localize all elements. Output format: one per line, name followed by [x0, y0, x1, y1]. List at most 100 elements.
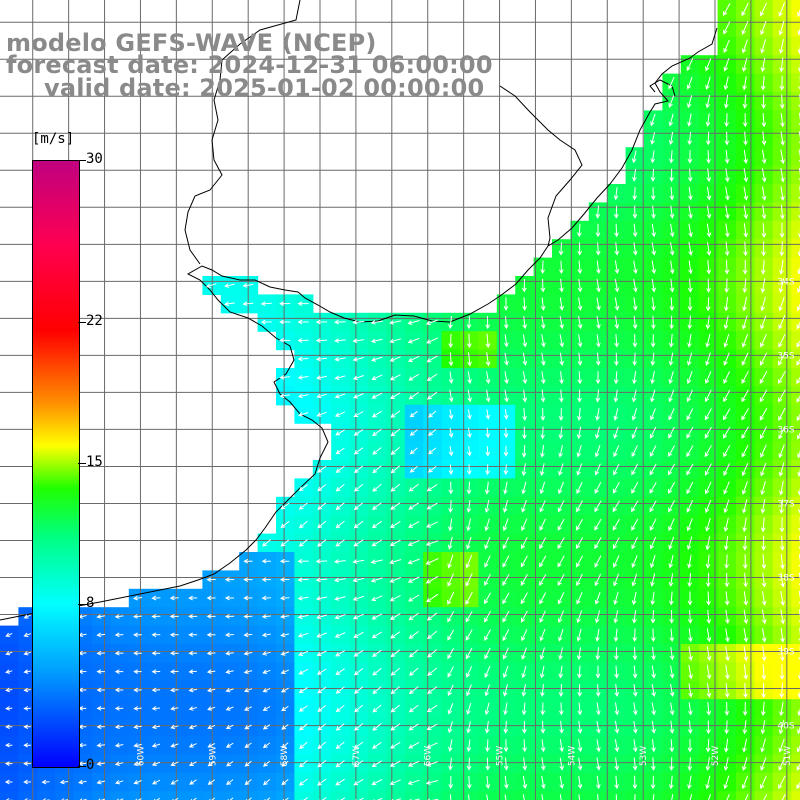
wind-arrow — [669, 168, 674, 182]
wind-arrow — [760, 296, 766, 312]
wind-arrow — [467, 427, 472, 439]
wind-arrow — [169, 632, 179, 638]
wind-arrow — [558, 647, 563, 661]
wind-arrow — [724, 113, 730, 128]
wind-arrow — [706, 720, 711, 735]
wind-arrow — [595, 408, 600, 421]
wind-arrow — [595, 628, 600, 642]
wind-arrow — [686, 463, 694, 476]
wind-arrow — [448, 371, 454, 384]
wind-arrow — [371, 779, 383, 786]
wind-arrow — [261, 558, 271, 564]
wind-arrow — [298, 760, 308, 768]
wind-arrow — [669, 186, 675, 201]
wind-arrow — [741, 371, 749, 384]
wind-speed-cell — [791, 644, 800, 663]
wind-arrow — [135, 798, 142, 800]
wind-arrow — [761, 149, 767, 165]
wind-arrow — [316, 375, 327, 380]
wind-arrow — [725, 664, 730, 680]
wind-arrow — [315, 319, 328, 325]
wind-arrow — [206, 632, 216, 638]
wind-arrow — [687, 150, 693, 164]
wind-arrow — [742, 296, 747, 312]
wind-arrow — [760, 259, 766, 275]
wind-arrow — [503, 702, 508, 716]
wind-speed-cell — [791, 478, 800, 498]
wind-arrow — [541, 334, 546, 348]
wind-arrow — [577, 352, 583, 366]
wind-arrow — [576, 592, 583, 605]
wind-arrow — [705, 738, 711, 753]
wind-arrow — [577, 408, 582, 421]
wind-arrow — [687, 775, 692, 790]
wind-arrow — [633, 260, 638, 275]
wind-arrow — [334, 375, 346, 380]
colorbar-tick-mark — [78, 160, 86, 161]
wind-speed-cell — [791, 423, 800, 443]
wind-speed-cell — [791, 791, 800, 800]
wind-arrow — [335, 741, 345, 750]
wind-arrow — [760, 444, 767, 458]
wind-arrow — [447, 721, 453, 734]
wind-arrow — [779, 241, 785, 257]
wind-arrow — [281, 760, 289, 767]
colorbar-tick-label: 30 — [86, 151, 103, 167]
wind-arrow — [540, 426, 546, 440]
wind-arrow — [557, 518, 565, 531]
wind-arrow — [189, 779, 197, 785]
wind-arrow — [576, 426, 582, 440]
wind-arrow — [206, 650, 216, 656]
wind-speed-cell — [791, 754, 800, 774]
wind-arrow — [485, 389, 491, 403]
wind-arrow — [594, 555, 602, 568]
wind-arrow — [504, 352, 509, 366]
wind-arrow — [723, 389, 731, 403]
wind-arrow — [761, 223, 767, 238]
wind-arrow — [706, 609, 712, 624]
wind-arrow — [723, 39, 730, 54]
wind-arrow — [389, 779, 401, 786]
wind-arrow — [686, 371, 693, 385]
wind-arrow — [521, 500, 527, 513]
wind-arrow — [466, 333, 472, 349]
wind-arrow — [668, 76, 675, 90]
wind-arrow — [23, 650, 31, 656]
wind-arrow — [725, 646, 730, 662]
wind-arrow — [594, 518, 602, 531]
wind-arrow — [5, 724, 13, 730]
wind-arrow — [521, 463, 527, 477]
wind-arrow — [334, 356, 346, 362]
wind-speed-cell — [165, 791, 185, 800]
wind-arrow — [613, 610, 619, 624]
wind-arrow — [631, 445, 638, 458]
wind-arrow — [409, 667, 419, 676]
wind-arrow — [522, 371, 528, 385]
wind-arrow — [540, 315, 546, 330]
lat-label: 34S — [777, 277, 794, 287]
wind-arrow — [742, 535, 748, 551]
wind-arrow — [669, 683, 675, 698]
wind-arrow — [612, 500, 620, 513]
wind-arrow — [760, 426, 768, 440]
wind-arrow — [632, 702, 638, 716]
wind-arrow — [650, 408, 656, 421]
wind-arrow — [778, 333, 786, 348]
wind-arrow — [371, 520, 382, 529]
wind-arrow — [540, 260, 546, 275]
wind-arrow — [484, 518, 490, 532]
wind-arrow — [225, 706, 234, 711]
wind-arrow — [390, 649, 401, 658]
wind-arrow — [632, 352, 638, 366]
wind-arrow — [485, 739, 490, 753]
wind-arrow — [467, 371, 472, 385]
wind-arrow — [317, 760, 327, 768]
wind-arrow — [595, 684, 601, 697]
lon-label: 52W — [711, 746, 721, 766]
wind-arrow — [651, 647, 656, 661]
wind-arrow — [298, 723, 308, 731]
wind-arrow — [687, 297, 693, 312]
wind-arrow — [779, 480, 784, 496]
wind-arrow — [5, 669, 13, 674]
wind-arrow — [651, 260, 657, 275]
